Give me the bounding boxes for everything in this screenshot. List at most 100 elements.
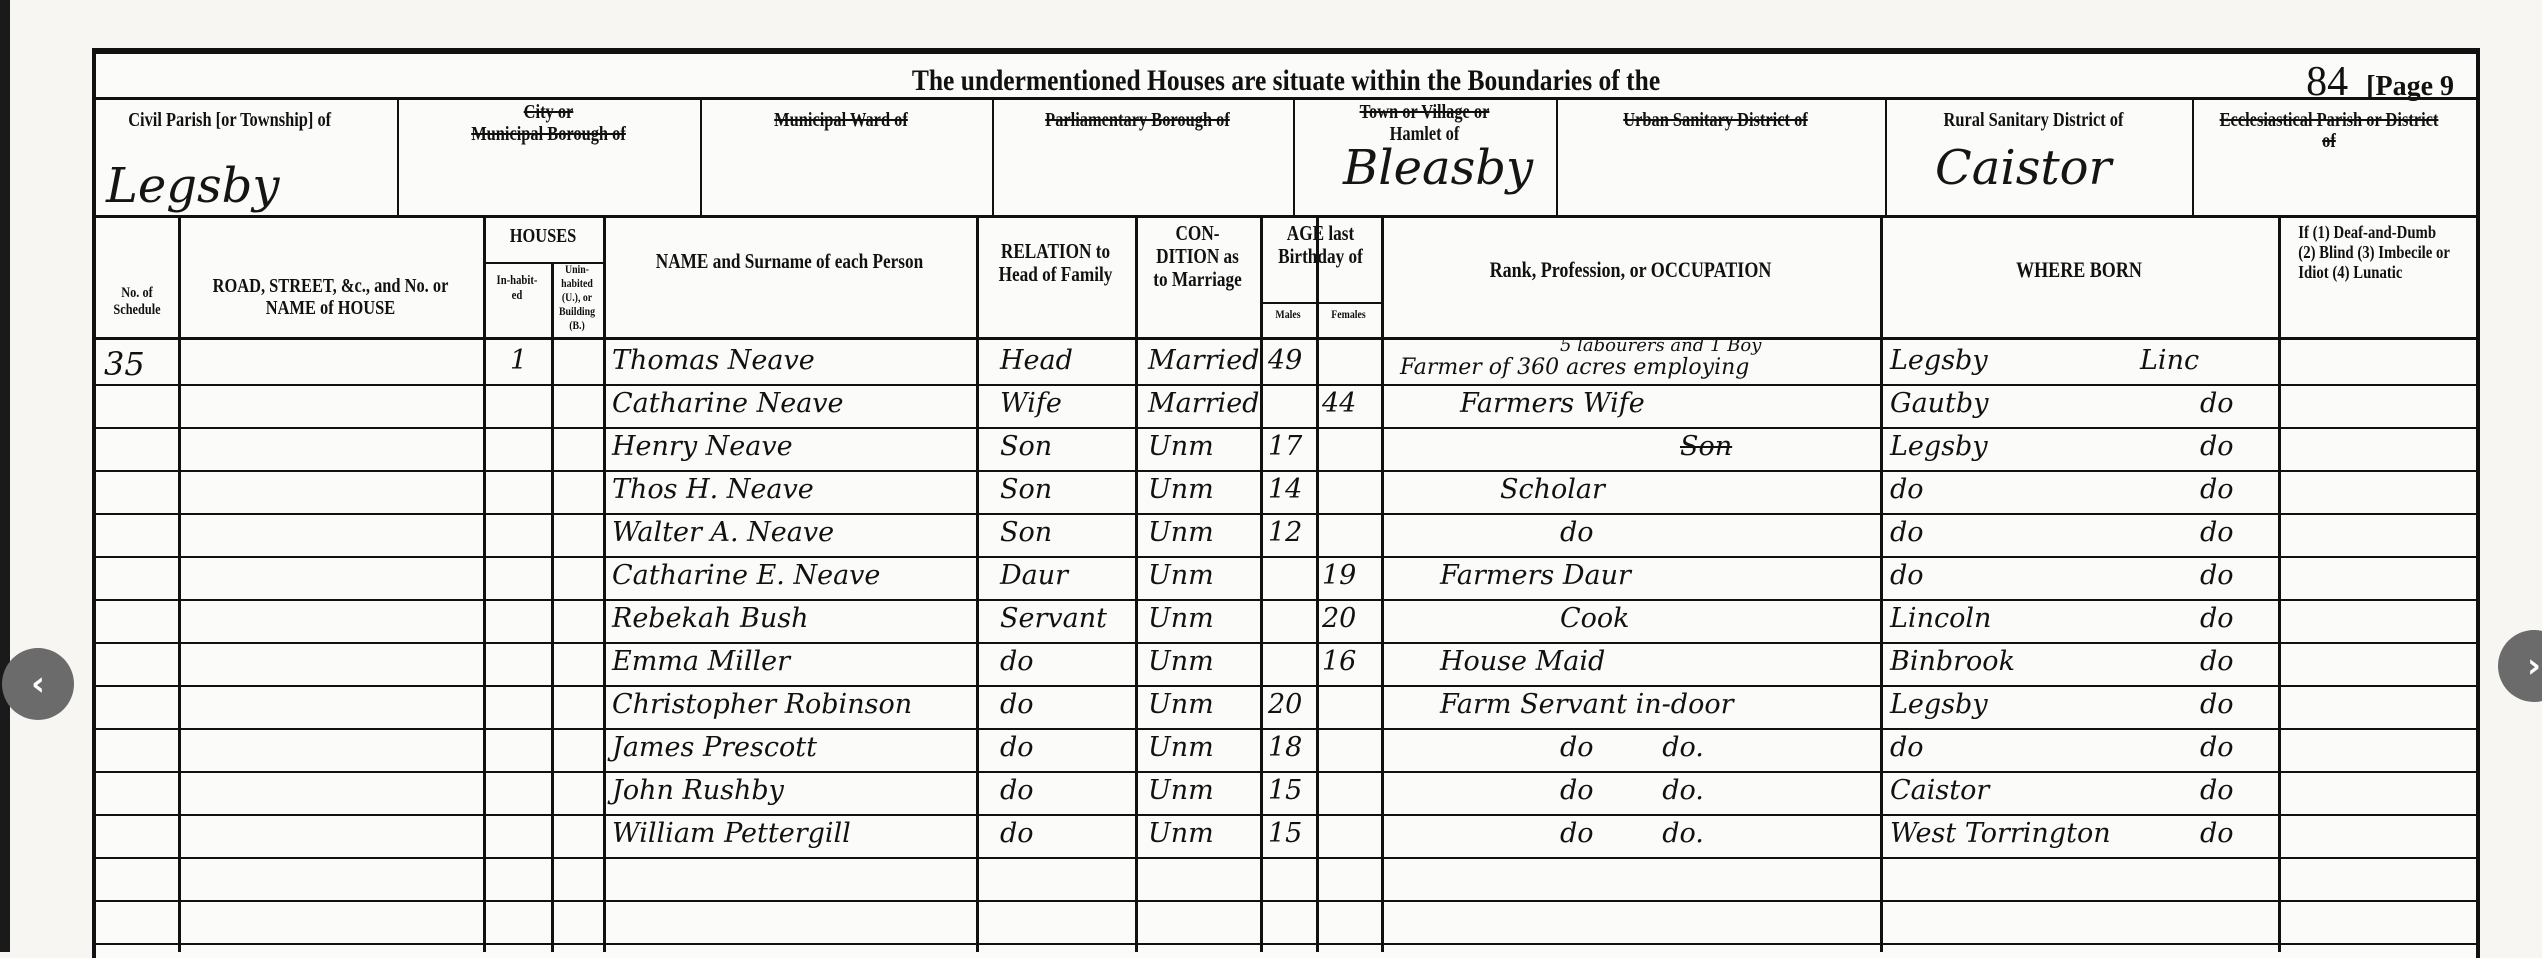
rule-line — [483, 262, 603, 264]
rule-line — [483, 900, 2476, 902]
rule-line — [96, 900, 483, 902]
occupation-note: 5 labourers and 1 Boy — [1560, 335, 1762, 356]
column-rule — [2278, 217, 2281, 952]
col-header-uninhabited: Unin-habited (U.), or Building (B.) — [558, 262, 596, 332]
cell-occupation: Farmers Daur — [1440, 560, 1631, 591]
boundary-label: Ecclesiastical Parish or District of — [2219, 109, 2439, 152]
col-header-relation: RELATION to Head of Family — [998, 239, 1113, 286]
cell-born-county: do — [2200, 775, 2234, 806]
boundary-label-struck: City or — [523, 101, 574, 123]
cell-name: Rebekah Bush — [612, 603, 809, 634]
cell-male: 49 — [1268, 345, 1303, 376]
cell-condition: Unm — [1148, 603, 1214, 634]
cell-relation: do — [1000, 775, 1034, 806]
cell-relation: Servant — [1000, 603, 1107, 634]
column-rule — [1880, 217, 1883, 952]
column-rule — [1316, 217, 1319, 952]
page-label: [Page 9 — [2366, 71, 2454, 102]
cell-born-county: do — [2200, 517, 2234, 548]
col-header-males: Males — [1275, 307, 1301, 321]
rule-line — [96, 337, 2476, 340]
chevron-left-icon: ‹ — [30, 664, 45, 704]
boundary-value: Legsby — [106, 158, 280, 214]
rule-line — [483, 685, 2476, 687]
previous-image-button[interactable]: ‹ — [2, 648, 74, 720]
cell-born-place: Legsby — [1890, 345, 1988, 376]
column-rule — [1135, 217, 1138, 952]
cell-relation: do — [1000, 689, 1034, 720]
cell-name: Thos H. Neave — [612, 474, 814, 505]
col-header-inhabited: In-habit-ed — [496, 272, 538, 302]
rule-line — [96, 685, 483, 687]
column-rule — [976, 217, 979, 952]
col-header-houses: HOUSES — [509, 225, 577, 247]
next-image-button[interactable]: › — [2498, 630, 2542, 702]
column-rule — [1885, 97, 1887, 215]
rule-line — [483, 857, 2476, 859]
col-header-schedule: No. of Schedule — [113, 285, 161, 318]
cell-occupation: do do. — [1560, 818, 1704, 849]
cell-condition: Unm — [1148, 689, 1214, 720]
rule-line — [483, 771, 2476, 773]
boundary-label: Hamlet of — [1389, 123, 1460, 145]
boundary-label: Parliamentary Borough of — [1045, 109, 1230, 131]
rule-line — [483, 728, 2476, 730]
cell-name: William Pettergill — [612, 818, 851, 849]
column-rule — [992, 97, 994, 215]
cell-occupation: Farmers Wife — [1460, 388, 1645, 419]
cell-relation: Head — [1000, 345, 1073, 376]
column-rule — [2192, 97, 2194, 215]
rule-line — [483, 427, 2476, 429]
boundary-value: Caistor — [1935, 140, 2112, 196]
census-page: The undermentioned Houses are situate wi… — [92, 48, 2480, 958]
cell-born-county: do — [2200, 560, 2234, 591]
rule-line — [96, 384, 483, 386]
cell-born-place: Binbrook — [1890, 646, 2015, 677]
cell-name: Emma Miller — [612, 646, 791, 677]
column-rule — [397, 97, 399, 215]
cell-female: 19 — [1322, 560, 1357, 591]
col-header-road: ROAD, STREET, &c., and No. or NAME of HO… — [212, 275, 449, 319]
cell-born-county: do — [2200, 732, 2234, 763]
cell-born-place: do — [1890, 732, 1924, 763]
cell-born-county: Linc — [2140, 345, 2200, 376]
cell-occupation: House Maid — [1440, 646, 1606, 677]
rule-line — [96, 97, 2476, 100]
rule-line — [483, 642, 2476, 644]
cell-female: 20 — [1322, 603, 1357, 634]
cell-occupation: Son — [1680, 431, 1733, 462]
cell-male: 14 — [1268, 474, 1303, 505]
cell-male: 15 — [1268, 818, 1303, 849]
boundary-label: Municipal Borough of — [471, 123, 626, 145]
rule-line — [96, 470, 483, 472]
cell-condition: Unm — [1148, 775, 1214, 806]
cell-condition: Unm — [1148, 431, 1214, 462]
cell-relation: do — [1000, 646, 1034, 677]
cell-relation: Daur — [1000, 560, 1069, 591]
rule-line — [96, 728, 483, 730]
cell-born-place: Legsby — [1890, 689, 1988, 720]
rule-line — [96, 599, 483, 601]
cell-relation: Son — [1000, 431, 1053, 462]
cell-male: 17 — [1268, 431, 1303, 462]
page-title: The undermentioned Houses are situate wi… — [911, 64, 1661, 97]
column-rule — [1381, 217, 1384, 952]
rule-line — [483, 470, 2476, 472]
cell-born-place: Lincoln — [1890, 603, 1992, 634]
rule-line — [483, 943, 2476, 945]
cell-condition: Unm — [1148, 818, 1214, 849]
rule-line — [96, 642, 483, 644]
column-rule — [1556, 97, 1558, 215]
cell-born-county: do — [2200, 431, 2234, 462]
cell-occupation: Cook — [1560, 603, 1630, 634]
col-header-condition: CON-DITION as to Marriage — [1153, 221, 1242, 291]
cell-born-county: do — [2200, 689, 2234, 720]
cell-born-county: do — [2200, 818, 2234, 849]
cell-name: James Prescott — [612, 732, 817, 763]
cell-male: 15 — [1268, 775, 1303, 806]
cell-name: Walter A. Neave — [612, 517, 835, 548]
cell-born-place: do — [1890, 474, 1924, 505]
boundary-value: Bleasby — [1343, 140, 1534, 196]
column-rule — [1260, 217, 1263, 952]
rule-line — [96, 814, 483, 816]
